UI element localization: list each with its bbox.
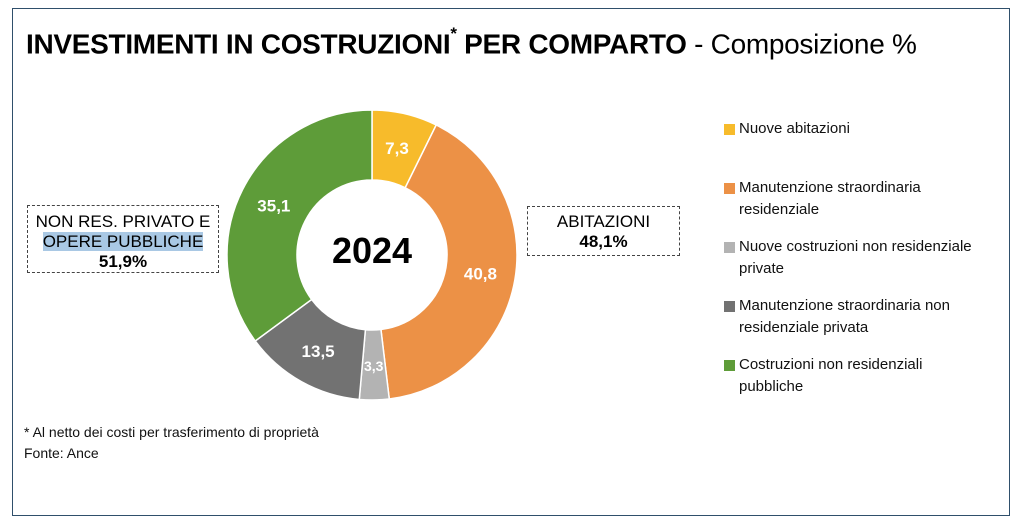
legend-label-line1: Manutenzione straordinaria non (739, 297, 950, 314)
group-left-pct: 51,9% (98, 252, 148, 271)
legend-item: Costruzioni non residenziali pubbliche (724, 354, 1014, 398)
title-subtitle: - Composizione % (686, 28, 917, 60)
group-right-line1: ABITAZIONI (556, 212, 651, 231)
slice-value-label: 13,5 (302, 342, 335, 361)
legend-item: Nuove abitazioni (724, 118, 1014, 140)
legend-label-line2: pubbliche (739, 378, 804, 395)
group-left-line2: OPERE PUBBLICHE (42, 232, 204, 251)
legend-swatch (724, 301, 735, 312)
legend-item: Nuove costruzioni non residenziale privat… (724, 236, 1014, 280)
legend-label-line1: Nuove costruzioni non residenziale (739, 238, 972, 255)
legend-swatch (724, 124, 735, 135)
group-right-pct: 48,1% (579, 232, 628, 251)
title-main: INVESTIMENTI IN COSTRUZIONI (26, 28, 451, 60)
group-box-non-residential: NON RES. PRIVATO E OPERE PUBBLICHE 51,9% (27, 205, 219, 273)
center-year-label: 2024 (331, 230, 413, 271)
legend-swatch (724, 242, 735, 253)
slice-value-label: 3,3 (364, 358, 384, 374)
legend-label-line1: Nuove abitazioni (739, 120, 850, 137)
legend-item: Manutenzione straordinaria residenziale (724, 177, 1014, 221)
title-asterisk: * (450, 24, 457, 43)
footnote-text: * Al netto dei costi per trasferimento d… (24, 424, 319, 440)
slice-value-label: 7,3 (385, 139, 409, 158)
legend-swatch (724, 183, 735, 194)
legend-label-line2: residenziale (739, 201, 820, 218)
group-left-line1: NON RES. PRIVATO E (35, 212, 211, 231)
legend-label-line1: Costruzioni non residenziali (739, 356, 923, 373)
donut-slice (380, 123, 518, 400)
slice-value-label: 35,1 (257, 196, 290, 215)
legend-label-line2: residenziale privata (739, 319, 869, 336)
slice-value-label: 40,8 (464, 265, 497, 284)
legend-label-line1: Manutenzione straordinaria (739, 179, 921, 196)
legend-label-line2: private (739, 260, 785, 277)
footnote: * Al netto dei costi per trasferimento d… (24, 422, 319, 464)
group-box-residential: ABITAZIONI 48,1% (527, 206, 680, 256)
chart-title: INVESTIMENTI IN COSTRUZIONI* PER COMPART… (26, 24, 917, 60)
legend-swatch (724, 360, 735, 371)
legend-item: Manutenzione straordinaria non residenzia… (724, 295, 1014, 339)
donut-slice (226, 109, 373, 343)
source-text: Fonte: Ance (24, 445, 99, 461)
title-main-2: PER COMPARTO (456, 28, 687, 60)
